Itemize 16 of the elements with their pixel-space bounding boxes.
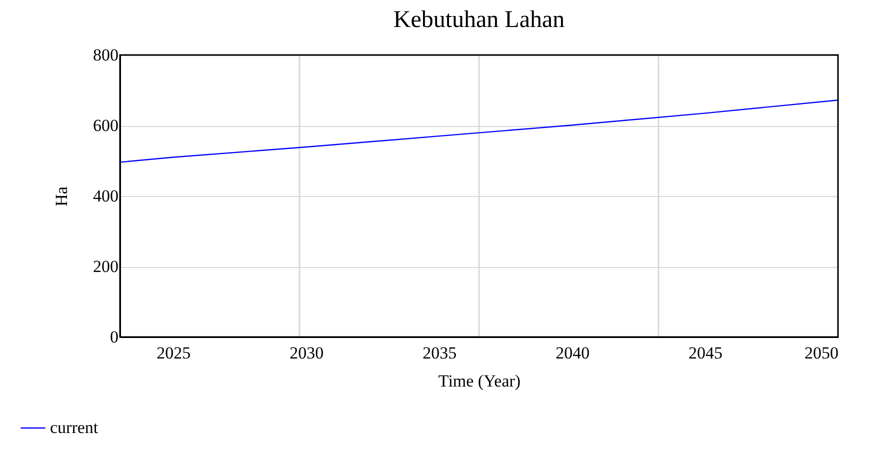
x-axis-title: Time (Year): [438, 372, 521, 390]
x-tick-label: 2035: [422, 344, 457, 362]
y-tick-label: 600: [93, 116, 118, 135]
x-tick-label: 2045: [688, 344, 723, 362]
y-tick-label: 0: [110, 328, 118, 346]
chart-title: Kebutuhan Lahan: [393, 7, 565, 33]
legend-label: current: [50, 418, 98, 437]
y-axis-title: Ha: [52, 186, 71, 206]
y-tick-label: 800: [93, 46, 118, 64]
x-tick-label: 2030: [290, 344, 324, 362]
y-tick-label: 200: [93, 257, 118, 276]
x-tick-label: 2050: [804, 344, 838, 362]
y-tick-label: 400: [93, 186, 118, 206]
line-series: [119, 100, 839, 163]
x-tick-label: 2040: [556, 344, 590, 362]
x-tick-label: 2025: [156, 344, 191, 362]
